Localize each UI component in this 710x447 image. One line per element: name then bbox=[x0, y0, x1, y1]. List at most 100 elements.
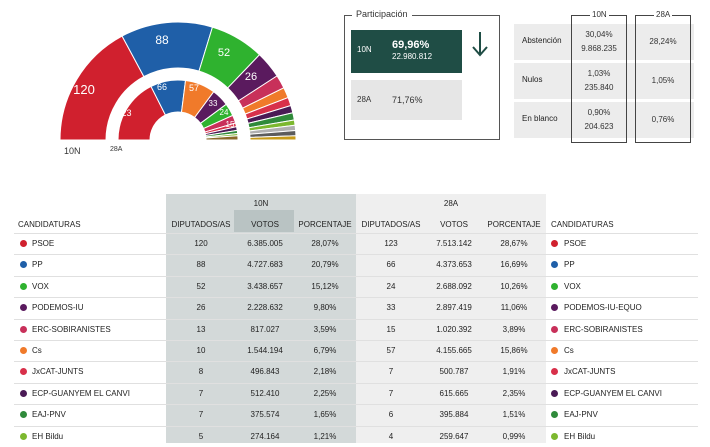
seats-28a: 7 bbox=[388, 388, 394, 398]
column-band-28a bbox=[356, 194, 546, 443]
column-band-10n bbox=[166, 194, 356, 443]
percent-10n: 20,79% bbox=[311, 260, 339, 270]
participation-28a: 28A 71,76% bbox=[351, 80, 462, 120]
header-porcentaje-28a: PORCENTAJE bbox=[487, 220, 541, 229]
arrow-down-icon bbox=[472, 32, 488, 57]
percent-10n: 1,21% bbox=[313, 431, 337, 441]
header-porcentaje-10n: PORCENTAJE bbox=[298, 220, 352, 229]
party-color-dot bbox=[20, 411, 27, 419]
party-color-dot bbox=[20, 261, 27, 269]
row-divider bbox=[14, 275, 698, 277]
seats-10n: 10 bbox=[196, 346, 206, 355]
seats-28a: 24 bbox=[386, 281, 396, 291]
party-color-dot bbox=[20, 240, 27, 247]
row-divider bbox=[14, 425, 698, 427]
party-name: ECP-GUANYEM EL CANVI bbox=[32, 388, 130, 398]
stats-row-nulos: Nulos 1,03% 235.840 1,05% bbox=[514, 63, 694, 99]
party-name: EAJ-PNV bbox=[32, 410, 66, 420]
party-color-dot bbox=[551, 325, 558, 333]
percent-10n: 3,59% bbox=[313, 324, 337, 334]
stats-value: 1,05% bbox=[651, 76, 675, 85]
table-row[interactable]: Cs 10 1.544.194 6,79% 57 4.155.665 15,86% Cs bbox=[14, 340, 698, 361]
header-candidaturas: CANDIDATURAS bbox=[18, 220, 81, 229]
table-row[interactable]: PODEMOS-IU 26 2.228.632 9,80% 33 2.897.419 11,… bbox=[14, 297, 698, 318]
stats-row-en-blanco: En blanco 0,90% 204.623 0,76% bbox=[514, 102, 694, 138]
percent-10n: 2,18% bbox=[313, 367, 337, 377]
table-row[interactable]: VOX 52 3.438.657 15,12% 24 2.688.092 10,26% VOX bbox=[14, 276, 698, 297]
votes-10n: 512.410 bbox=[250, 388, 280, 398]
stats-column-10n bbox=[571, 15, 627, 143]
votes-10n: 817.027 bbox=[250, 324, 280, 334]
votes-10n: 2.228.632 bbox=[247, 303, 283, 313]
stats-value: 9.868.235 bbox=[581, 44, 617, 53]
seats-28a: 15 bbox=[386, 324, 396, 334]
results-table: 10N 28A CANDIDATURAS DIPUTADOS/AS VOTOS … bbox=[0, 184, 710, 443]
participation-28a-tag: 28A bbox=[357, 95, 372, 104]
seats-10n: 52 bbox=[196, 281, 206, 291]
seats-28a: 66 bbox=[386, 260, 396, 270]
percent-28a: 0,99% bbox=[502, 431, 526, 441]
hemicycle-label-10n: 10N bbox=[64, 146, 81, 156]
party-name: PODEMOS-IU bbox=[32, 303, 84, 313]
party-color-dot bbox=[551, 240, 558, 247]
row-divider bbox=[14, 233, 698, 234]
hemicycle-seat-label: 24 bbox=[220, 108, 229, 117]
party-color-dot bbox=[20, 325, 27, 333]
votes-28a: 1.020.392 bbox=[436, 324, 472, 334]
party-color-dot bbox=[551, 389, 558, 397]
party-name: JxCAT-JUNTS bbox=[32, 367, 84, 377]
party-name-28a: PP bbox=[564, 260, 575, 270]
stats-value: 235.840 bbox=[584, 83, 614, 92]
party-name-28a: EAJ-PNV bbox=[564, 410, 598, 420]
row-divider bbox=[14, 297, 698, 299]
hemicycle-seat-label: 26 bbox=[245, 71, 257, 83]
party-name-28a: PODEMOS-IU-EQUO bbox=[564, 303, 642, 313]
table-row[interactable]: EH Bildu 5 274.164 1,21% 4 259.647 0,99% EH Bil… bbox=[14, 426, 698, 447]
table-row[interactable]: ECP-GUANYEM EL CANVI 7 512.410 2,25% 7 615.66… bbox=[14, 383, 698, 404]
table-row[interactable]: PSOE 120 6.385.005 28,07% 123 7.513.142 28,67%… bbox=[14, 233, 698, 254]
percent-10n: 15,12% bbox=[311, 281, 339, 291]
header-diputados-28a: DIPUTADOS/AS bbox=[361, 220, 421, 229]
votes-10n: 1.544.194 bbox=[247, 346, 283, 355]
votes-10n: 4.727.683 bbox=[247, 260, 283, 270]
hemicycle-10n-segment bbox=[249, 135, 297, 141]
party-name: PP bbox=[32, 260, 43, 270]
votes-10n: 3.438.657 bbox=[247, 281, 283, 291]
percent-10n: 2,25% bbox=[313, 388, 337, 398]
stats-panel: Abstención 30,04% 9.868.235 28,24% Nulos… bbox=[514, 10, 694, 143]
party-name: VOX bbox=[32, 281, 49, 291]
percent-10n: 6,79% bbox=[313, 346, 337, 355]
group-header-28a: 28A bbox=[443, 199, 459, 208]
stats-label: Abstención bbox=[522, 36, 562, 45]
seats-28a: 7 bbox=[388, 367, 394, 377]
header-candidaturas-28a: CANDIDATURAS bbox=[551, 220, 614, 229]
table-row[interactable]: ERC-SOBIRANISTES 13 817.027 3,59% 15 1.020.39… bbox=[14, 319, 698, 340]
party-name: ERC-SOBIRANISTES bbox=[32, 324, 111, 334]
hemicycle-label-28a: 28A bbox=[110, 146, 123, 153]
seats-10n: 120 bbox=[194, 239, 208, 248]
hemicycle-seat-label: 123 bbox=[116, 108, 131, 118]
seats-28a: 123 bbox=[384, 239, 398, 248]
table-row[interactable]: PP 88 4.727.683 20,79% 66 4.373.653 16,69% PP bbox=[14, 254, 698, 275]
header-diputados-10n: DIPUTADOS/AS bbox=[171, 220, 231, 229]
hemicycle-seat-label: 88 bbox=[155, 33, 169, 47]
table-row[interactable]: EAJ-PNV 7 375.574 1,65% 6 395.884 1,51% EAJ-PNV bbox=[14, 404, 698, 425]
stats-column-head-28a: 28A bbox=[654, 10, 673, 19]
party-name-28a: EH Bildu bbox=[564, 431, 596, 441]
header-votos-10n: VOTOS bbox=[251, 220, 279, 229]
party-name-28a: PSOE bbox=[564, 239, 587, 248]
party-color-dot bbox=[20, 389, 27, 397]
party-name-28a: JxCAT-JUNTS bbox=[564, 367, 616, 377]
percent-28a: 11,06% bbox=[500, 303, 528, 313]
participation-10n-pct: 69,96% bbox=[392, 39, 430, 51]
row-divider bbox=[14, 254, 698, 256]
party-name-28a: VOX bbox=[564, 281, 581, 291]
party-color-dot bbox=[551, 368, 558, 376]
party-name-28a: ECP-GUANYEM EL CANVI bbox=[564, 388, 662, 398]
votos-header-highlight bbox=[234, 210, 294, 232]
table-row[interactable]: JxCAT-JUNTS 8 496.843 2,18% 7 500.787 1,91% JxC… bbox=[14, 361, 698, 382]
party-name-28a: ERC-SOBIRANISTES bbox=[564, 324, 643, 334]
seats-10n: 88 bbox=[196, 260, 206, 270]
party-color-dot bbox=[551, 411, 558, 419]
row-divider bbox=[14, 382, 698, 384]
